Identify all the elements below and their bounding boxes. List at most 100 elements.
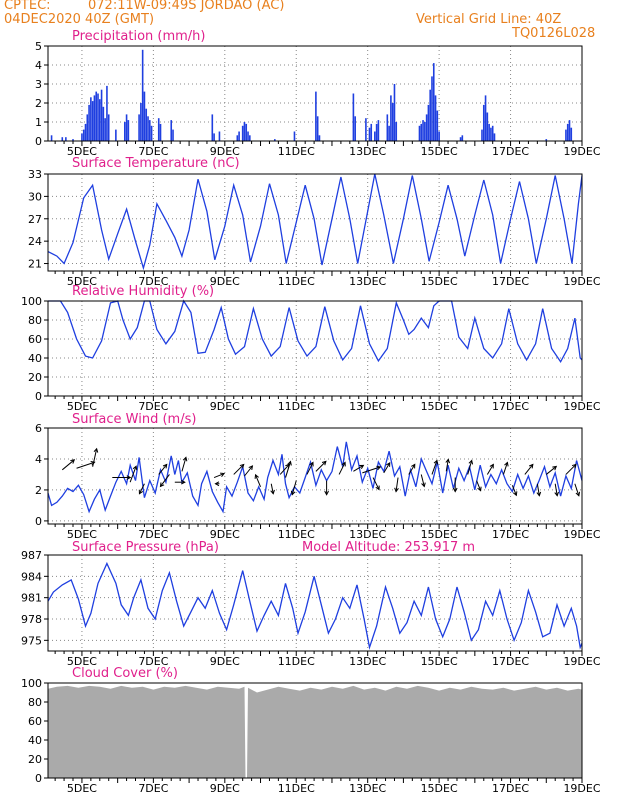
x-tick-label: 11DEC [278, 400, 315, 413]
precip-bar [90, 97, 92, 141]
precip-bar [170, 120, 173, 141]
precip-bar [115, 129, 117, 141]
wind-vector-head [552, 465, 558, 471]
x-tick-label: 5DEC [67, 400, 97, 413]
precip-bar [481, 129, 483, 141]
y-tick-label: 100 [21, 677, 42, 690]
precip-bar [425, 114, 428, 141]
wind-vector-head [181, 479, 186, 485]
wind-vector-head [214, 481, 220, 487]
precip-bar [565, 129, 567, 141]
precip-bar [249, 135, 251, 141]
wind-vector [536, 483, 540, 496]
precip-bar [431, 76, 433, 141]
precip-bar [245, 123, 248, 141]
x-tick-label: 13DEC [349, 275, 386, 288]
panel-frame [47, 682, 583, 779]
x-tick-label: 17DEC [492, 782, 529, 795]
precip-bar [482, 104, 485, 141]
y-tick-label: 987 [21, 549, 42, 562]
precip-bar [486, 112, 489, 141]
wind-vector [158, 464, 168, 475]
precip-bar [418, 125, 421, 141]
x-tick-label: 15DEC [421, 655, 458, 668]
x-tick-label: 13DEC [349, 528, 386, 541]
panel-title: Surface Wind (m/s) [72, 412, 196, 427]
x-tick-label: 7DEC [138, 655, 168, 668]
wind-vector [467, 460, 473, 475]
y-tick-label: 30 [28, 190, 42, 203]
y-tick-label: 978 [21, 613, 42, 626]
y-tick-label: 4 [35, 59, 42, 72]
wind-vector-head [452, 487, 458, 493]
wind-vector [76, 461, 95, 469]
precip-bar [213, 133, 215, 141]
wind-vector-head [159, 482, 165, 488]
precip-bar [106, 85, 108, 141]
panel-cloud: Cloud Cover (%) 0 20 40 60 80 100 5DEC 7DEC 9DEC 1… [21, 666, 601, 795]
precip-bar [125, 114, 128, 141]
y-tick-label: 975 [21, 634, 42, 647]
wind-vector [372, 477, 380, 490]
y-tick-label: 3 [35, 78, 42, 91]
wind-vector [395, 477, 399, 492]
wind-vector [545, 466, 557, 475]
wind-vector-head [287, 460, 292, 466]
wind-vector [285, 461, 292, 478]
y-tick-label: 0 [35, 390, 42, 403]
precip-bar [490, 127, 492, 141]
wind-vector-head [445, 458, 451, 464]
x-tick-label: 15DEC [421, 528, 458, 541]
panel-frame [47, 554, 583, 652]
wind-vector-head [138, 489, 144, 495]
wind-vector-head [290, 490, 296, 496]
wind-vector-head [386, 462, 391, 467]
precip-bar [147, 116, 149, 141]
wind-vector-head [162, 463, 168, 469]
model-altitude: Model Altitude: 253.917 m [302, 540, 475, 555]
panel-title: Relative Humidity (%) [72, 284, 214, 299]
wind-vector [502, 462, 508, 475]
precip-bar [427, 104, 430, 141]
wind-vector-head [512, 491, 518, 497]
wind-vector-head [433, 459, 439, 465]
x-tick-label: 7DEC [138, 782, 168, 795]
precip-bar [422, 120, 424, 141]
precip-bar [172, 129, 174, 141]
y-tick-label: 0 [35, 515, 42, 528]
x-tick-label: 17DEC [492, 275, 529, 288]
header-code: TQ0126L028 [512, 26, 596, 41]
x-tick-label: 5DEC [67, 528, 97, 541]
x-tick-label: 17DEC [492, 655, 529, 668]
x-tick-label: 15DEC [421, 400, 458, 413]
wind-vector-head [571, 463, 577, 469]
wind-vector-head [536, 491, 542, 497]
wind-vector [338, 462, 346, 475]
wind-vector-head [70, 459, 76, 464]
x-tick-label: 17DEC [492, 400, 529, 413]
wind-vector [233, 464, 245, 475]
wind-vector-head [270, 489, 275, 495]
precip-bar [157, 118, 160, 141]
precip-bar [368, 127, 371, 141]
precip-bar [81, 133, 83, 141]
x-tick-label: 9DEC [210, 782, 240, 795]
y-tick-label: 100 [21, 295, 42, 308]
y-tick-label: 27 [28, 213, 42, 226]
wind-vector [138, 483, 145, 494]
wind-vector [383, 462, 391, 474]
panel-frame [47, 427, 583, 525]
wind-vector-head [394, 487, 399, 493]
wind-vector [244, 465, 253, 477]
precip-bar [391, 103, 394, 141]
precip-bar [459, 137, 462, 141]
panel-temp: Surface Temperature (nC) 21 24 27 30 33 5DEC 7D… [28, 156, 601, 288]
x-tick-label: 13DEC [349, 782, 386, 795]
precip-bar [434, 95, 437, 141]
precip-bar [424, 122, 426, 141]
x-tick-label: 9DEC [210, 655, 240, 668]
y-tick-label: 80 [28, 314, 42, 327]
y-tick-label: 0 [35, 772, 42, 785]
x-tick-label: 5DEC [67, 275, 97, 288]
